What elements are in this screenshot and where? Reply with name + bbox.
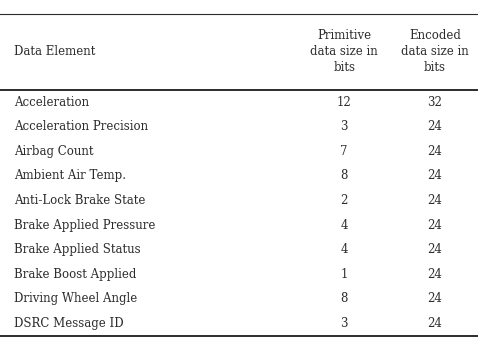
- Text: 24: 24: [427, 317, 443, 330]
- Text: 24: 24: [427, 219, 443, 231]
- Text: 4: 4: [340, 219, 348, 231]
- Text: 24: 24: [427, 268, 443, 281]
- Text: Brake Boost Applied: Brake Boost Applied: [14, 268, 137, 281]
- Text: 8: 8: [340, 170, 348, 182]
- Text: Encoded
data size in
bits: Encoded data size in bits: [401, 29, 469, 74]
- Text: 3: 3: [340, 317, 348, 330]
- Text: Driving Wheel Angle: Driving Wheel Angle: [14, 292, 138, 305]
- Text: 8: 8: [340, 292, 348, 305]
- Text: 24: 24: [427, 120, 443, 133]
- Text: 24: 24: [427, 145, 443, 158]
- Text: 7: 7: [340, 145, 348, 158]
- Text: Data Element: Data Element: [14, 45, 96, 58]
- Text: Acceleration Precision: Acceleration Precision: [14, 120, 149, 133]
- Text: 4: 4: [340, 243, 348, 256]
- Text: Anti-Lock Brake State: Anti-Lock Brake State: [14, 194, 146, 207]
- Text: 24: 24: [427, 170, 443, 182]
- Text: 32: 32: [427, 96, 443, 109]
- Text: 3: 3: [340, 120, 348, 133]
- Text: 24: 24: [427, 243, 443, 256]
- Text: Airbag Count: Airbag Count: [14, 145, 94, 158]
- Text: 12: 12: [337, 96, 351, 109]
- Text: Ambient Air Temp.: Ambient Air Temp.: [14, 170, 126, 182]
- Text: Acceleration: Acceleration: [14, 96, 89, 109]
- Text: 2: 2: [340, 194, 348, 207]
- Text: 1: 1: [340, 268, 348, 281]
- Text: Primitive
data size in
bits: Primitive data size in bits: [310, 29, 378, 74]
- Text: Brake Applied Status: Brake Applied Status: [14, 243, 141, 256]
- Text: DSRC Message ID: DSRC Message ID: [14, 317, 124, 330]
- Text: 24: 24: [427, 292, 443, 305]
- Text: 24: 24: [427, 194, 443, 207]
- Text: Brake Applied Pressure: Brake Applied Pressure: [14, 219, 156, 231]
